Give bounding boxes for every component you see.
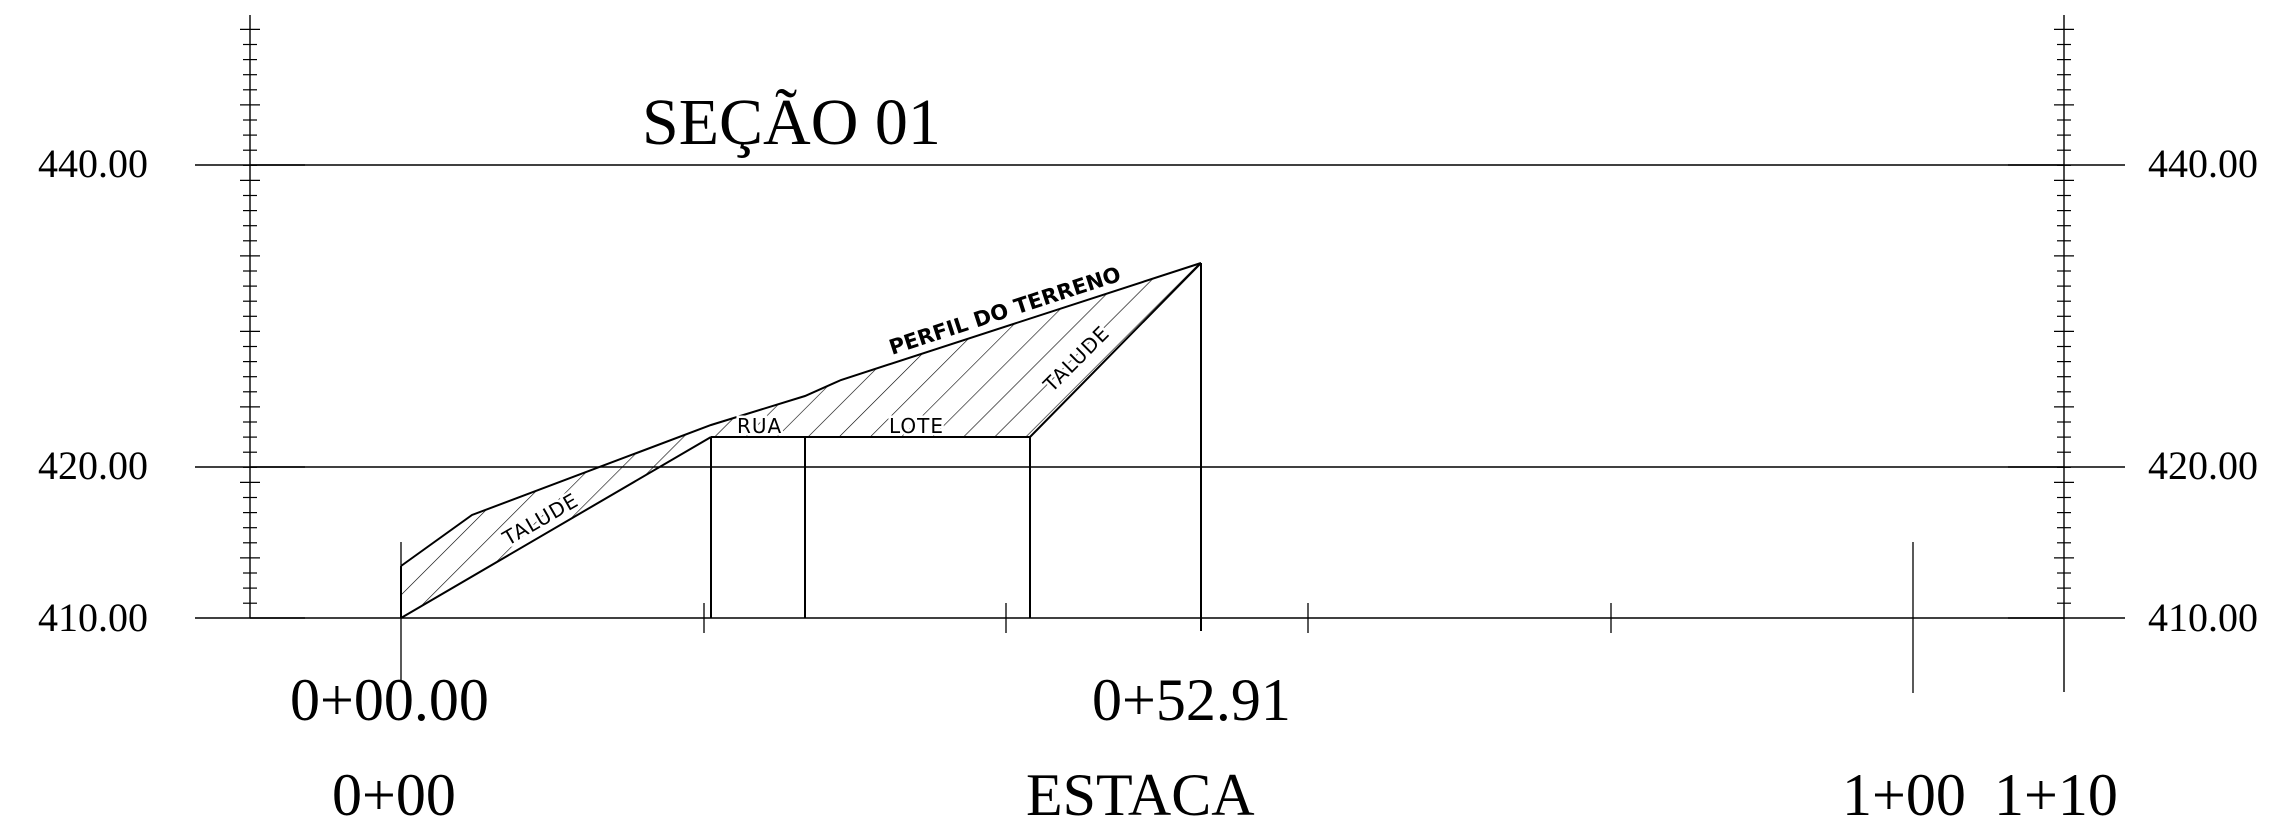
start-offset-label: 0+00.00 xyxy=(290,667,489,733)
terrain-profile-line xyxy=(400,262,1202,567)
elevation-label-right-410: 410.00 xyxy=(2148,595,2258,640)
right-slope-hatch xyxy=(711,263,1201,437)
elevation-label-left-440: 440.00 xyxy=(38,141,148,186)
station-label-110: 1+10 xyxy=(1994,762,2118,828)
elevation-label-left-410: 410.00 xyxy=(38,595,148,640)
station-axis-title: ESTACA xyxy=(1026,762,1255,828)
right-ruler-ticks xyxy=(2054,28,2074,604)
lot-label: LOTE xyxy=(889,414,944,438)
elevation-label-right-440: 440.00 xyxy=(2148,141,2258,186)
right-slope-line xyxy=(1029,262,1202,438)
left-slope-line xyxy=(400,436,712,619)
left-ruler-ticks xyxy=(240,28,260,604)
elevation-label-right-420: 420.00 xyxy=(2148,443,2258,488)
street-label: RUA xyxy=(737,414,782,438)
left-slope-hatch xyxy=(401,425,711,618)
station-start-label: 0+00 xyxy=(332,762,456,828)
section-title: SEÇÃO 01 xyxy=(642,86,941,159)
elevation-label-left-420: 420.00 xyxy=(38,443,148,488)
station-label-100: 1+00 xyxy=(1842,762,1966,828)
end-offset-label: 0+52.91 xyxy=(1092,667,1291,733)
